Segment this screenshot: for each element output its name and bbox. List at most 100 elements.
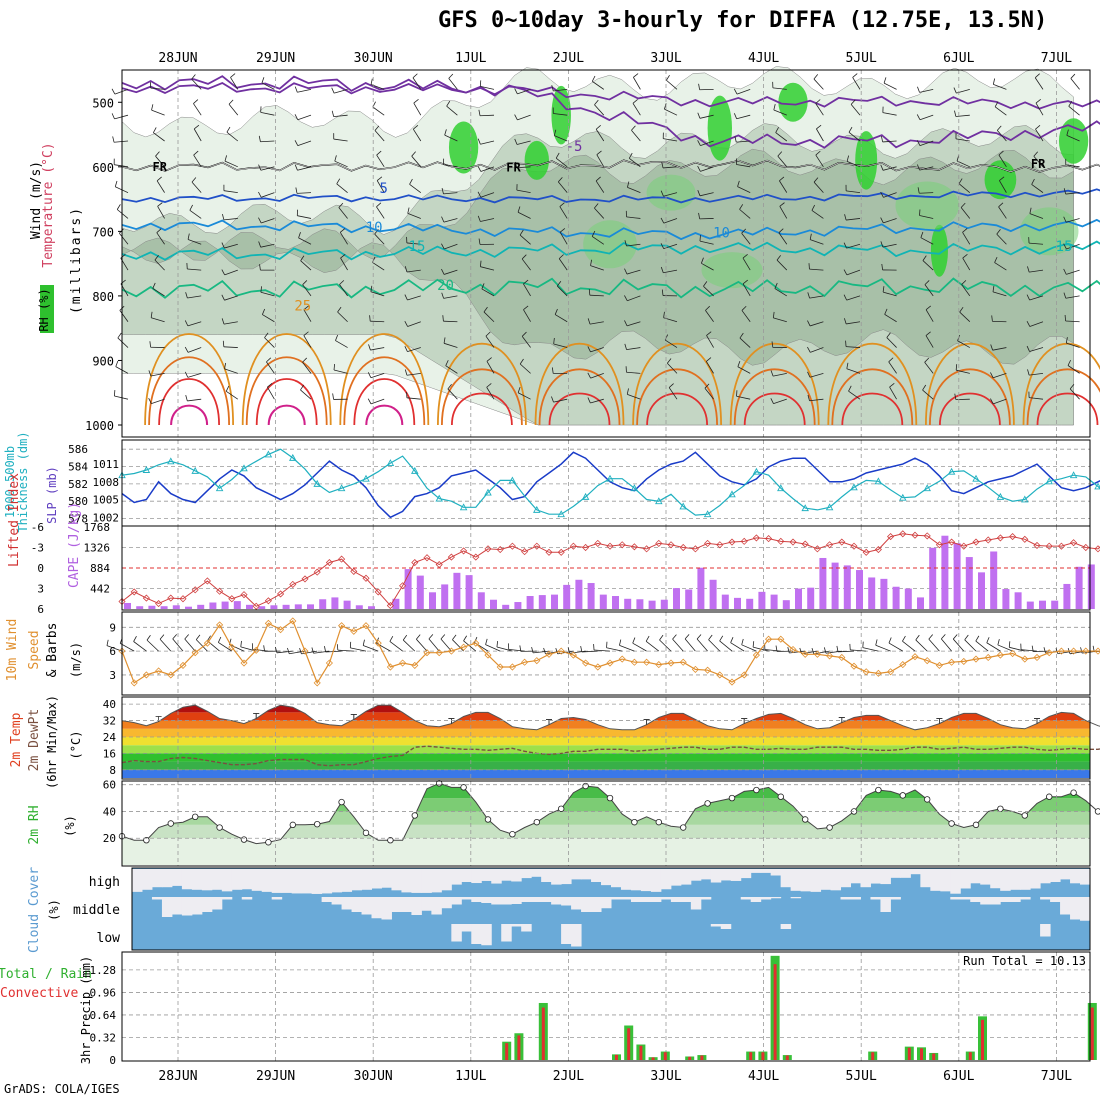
upper-air-wind-barb (1066, 342, 1080, 348)
lifted-index-marker (521, 548, 529, 556)
cloud-high-cell (611, 869, 622, 888)
lifted-index-marker (130, 588, 138, 596)
upper-air-wind-barb (809, 233, 812, 240)
wind-speed-marker (533, 657, 541, 665)
lifted-index-ytick-label: -3 (31, 542, 44, 555)
lifted-index-marker (1082, 543, 1090, 552)
cloud-high-cell (291, 869, 303, 894)
surface-wind-barb (928, 638, 940, 652)
cloud-middle-cell (171, 897, 183, 915)
upper-air-wind-barb (443, 295, 458, 299)
ylabel-lifted-index: Lifted Index (7, 473, 22, 567)
upper-air-wind-barb (1063, 243, 1067, 250)
upper-air-wind-barb (151, 317, 165, 323)
cloud-frame (131, 867, 1091, 951)
upper-air-wind-barb (661, 289, 664, 296)
isotherm-boundary-layer-arc (831, 368, 914, 426)
upper-air-wind-barb (119, 233, 129, 245)
surface-wind-barb (252, 648, 269, 652)
upper-air-wind-barb (443, 337, 446, 344)
upper-air-wind-barb (916, 114, 921, 120)
cloud-high-cell (181, 869, 193, 890)
upper-air-wind-barb (592, 81, 605, 90)
cape-bar (843, 565, 851, 609)
precip-ytick-label: 0 (109, 1054, 116, 1067)
upper-air-wind-barb (224, 269, 238, 276)
cape-bar (258, 606, 266, 609)
upper-air-wind-barb (922, 255, 927, 261)
upper-air-wind-barb (189, 209, 202, 219)
lifted-index-marker (1009, 533, 1017, 541)
ylabel-rh-units: (%) (63, 815, 77, 837)
surface-wind-barb (217, 636, 222, 643)
isotherm-label: 25 (294, 299, 311, 315)
upper-air-wind-barb (519, 229, 524, 236)
rh-high-moisture-patch (551, 85, 571, 145)
upper-air-wind-barb (151, 104, 154, 111)
upper-air-wind-barb (924, 357, 930, 363)
rh-moisture-patch (646, 174, 696, 211)
upper-air-wind-barb (772, 87, 787, 90)
upper-air-wind-barb (815, 103, 824, 116)
upper-air-wind-barb (737, 360, 741, 367)
rh-marker (875, 786, 882, 794)
upper-air-wind-barb (739, 204, 744, 210)
upper-air-wind-barb (259, 264, 261, 271)
cape-bar (441, 584, 449, 609)
upper-air-wind-barb (111, 113, 115, 120)
surface-wind-barb (696, 638, 708, 652)
surface-wind-barb (837, 650, 855, 653)
wind-speed-marker (740, 671, 748, 679)
cloud-high-cell (910, 869, 921, 875)
thickness-marker (703, 510, 712, 518)
upper-air-wind-barb (775, 132, 788, 142)
lifted-index-marker (557, 548, 565, 556)
cloud-middle-cell (451, 897, 462, 905)
cape-bar (660, 599, 668, 609)
rh-marker (1094, 808, 1100, 815)
bottom-date-label-28JUN: 28JUN (158, 1069, 197, 1084)
upper-air-wind-barb (595, 176, 601, 182)
upper-air-wind-barb (961, 280, 967, 285)
lifted-index-marker (862, 548, 870, 556)
upper-air-wind-barb (478, 109, 481, 116)
upper-air-wind-barb (698, 212, 701, 219)
wind-speed-marker (972, 655, 980, 663)
grads-credit: GrADS: COLA/IGES (4, 1082, 120, 1096)
rh-ytick-label: 60 (103, 779, 116, 792)
surface-wind-barb (485, 644, 501, 652)
cloud-high-cell (760, 869, 772, 873)
cloud-middle-cell (760, 897, 772, 900)
isotherm-boundary-layer-arc (632, 342, 722, 426)
cape-bar (221, 601, 229, 609)
upper-air-wind-barb (483, 306, 488, 313)
upper-air-wind-barb (846, 155, 850, 162)
lifted-index-marker (179, 595, 187, 603)
upper-air-wind-barb (774, 282, 778, 289)
upper-air-wind-barb (551, 367, 554, 374)
cape-bar (880, 578, 888, 609)
surface-wind-barb (263, 645, 265, 652)
cloud-high-cell (201, 869, 213, 891)
upper-air-wind-barb (990, 372, 994, 378)
cloud-middle-cell (1080, 897, 1091, 921)
upper-air-wind-barb (519, 234, 531, 245)
cloud-high-cell (1010, 869, 1021, 890)
upper-air-wind-barb (153, 132, 165, 142)
upper-air-wind-barb (297, 166, 312, 171)
cape-bar (148, 605, 156, 609)
cloud-middle-cell (880, 897, 891, 912)
upper-air-wind-barb (553, 398, 568, 403)
upper-air-wind-barb (955, 114, 970, 117)
upper-air-wind-barb (187, 398, 202, 402)
cloud-middle-cell (630, 897, 642, 902)
upper-air-wind-barb (771, 341, 774, 348)
upper-air-wind-barb (224, 368, 238, 374)
cloud-high-cell (750, 869, 762, 873)
lifted-index-marker (826, 541, 834, 549)
upper-air-wind-barb (778, 232, 788, 245)
rh-marker (972, 821, 980, 829)
lifted-index-marker (606, 542, 614, 550)
freezing-level-label: FR (1031, 157, 1046, 171)
thickness-marker (874, 477, 883, 485)
